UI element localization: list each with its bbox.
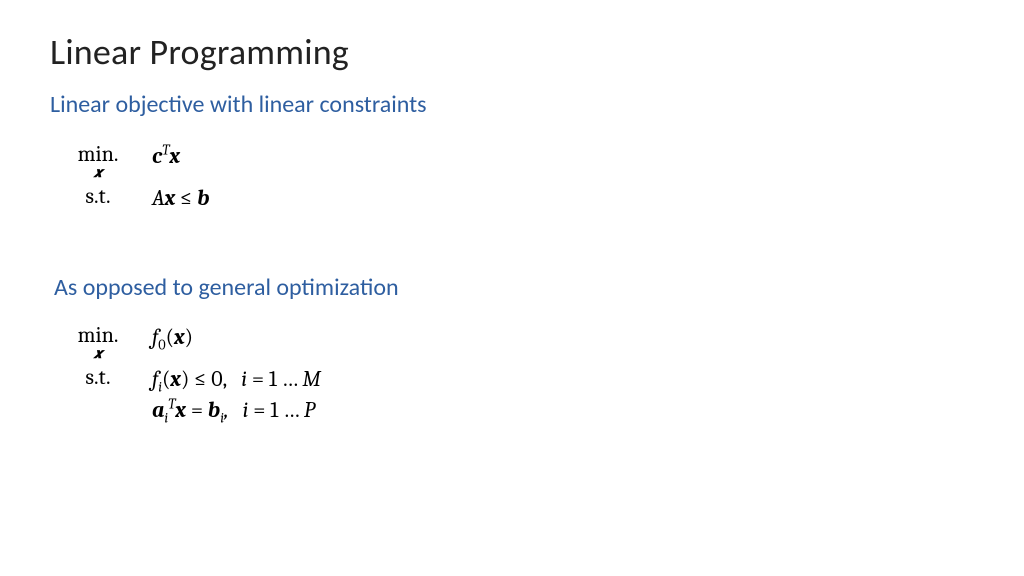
- min-operator-2: min. 𝒙: [52, 324, 144, 362]
- min-label-2: min.: [52, 324, 144, 347]
- section1-math: min. 𝒙 cTx s.t. Ax ≤ b: [52, 143, 974, 213]
- gen-objective-row: min. 𝒙 f0(x): [52, 324, 974, 362]
- min-sub: 𝒙: [52, 164, 144, 181]
- st-label-2: s.t.: [52, 366, 144, 389]
- lp-constraint-row: s.t. Ax ≤ b: [52, 185, 974, 213]
- gen-ineq-row: s.t. fi(x) ≤ 0,i = 1 … M: [52, 366, 974, 394]
- st-label: s.t.: [52, 185, 144, 208]
- gen-eq-row: aiTx = bi,i = 1 … P: [52, 397, 974, 425]
- min-sub-2: 𝒙: [52, 345, 144, 362]
- page-title: Linear Programming: [50, 30, 974, 74]
- lp-constraint-expr: Ax ≤ b: [144, 185, 210, 213]
- section2-heading: As opposed to general optimization: [54, 273, 974, 302]
- slide: Linear Programming Linear objective with…: [0, 0, 1024, 576]
- gen-eq-expr: aiTx = bi,i = 1 … P: [144, 397, 315, 425]
- st-operator: s.t.: [52, 185, 144, 208]
- st-operator-2: s.t.: [52, 366, 144, 389]
- gen-objective-expr: f0(x): [144, 324, 193, 352]
- lp-objective-row: min. 𝒙 cTx: [52, 143, 974, 181]
- min-label: min.: [52, 143, 144, 166]
- gen-ineq-expr: fi(x) ≤ 0,i = 1 … M: [144, 366, 321, 394]
- min-operator: min. 𝒙: [52, 143, 144, 181]
- section2-math: min. 𝒙 f0(x) s.t. fi(x) ≤ 0,i = 1 … M ai…: [52, 324, 974, 425]
- section1-heading: Linear objective with linear constraints: [50, 90, 974, 119]
- spacer: [50, 217, 974, 273]
- lp-objective-expr: cTx: [144, 143, 180, 171]
